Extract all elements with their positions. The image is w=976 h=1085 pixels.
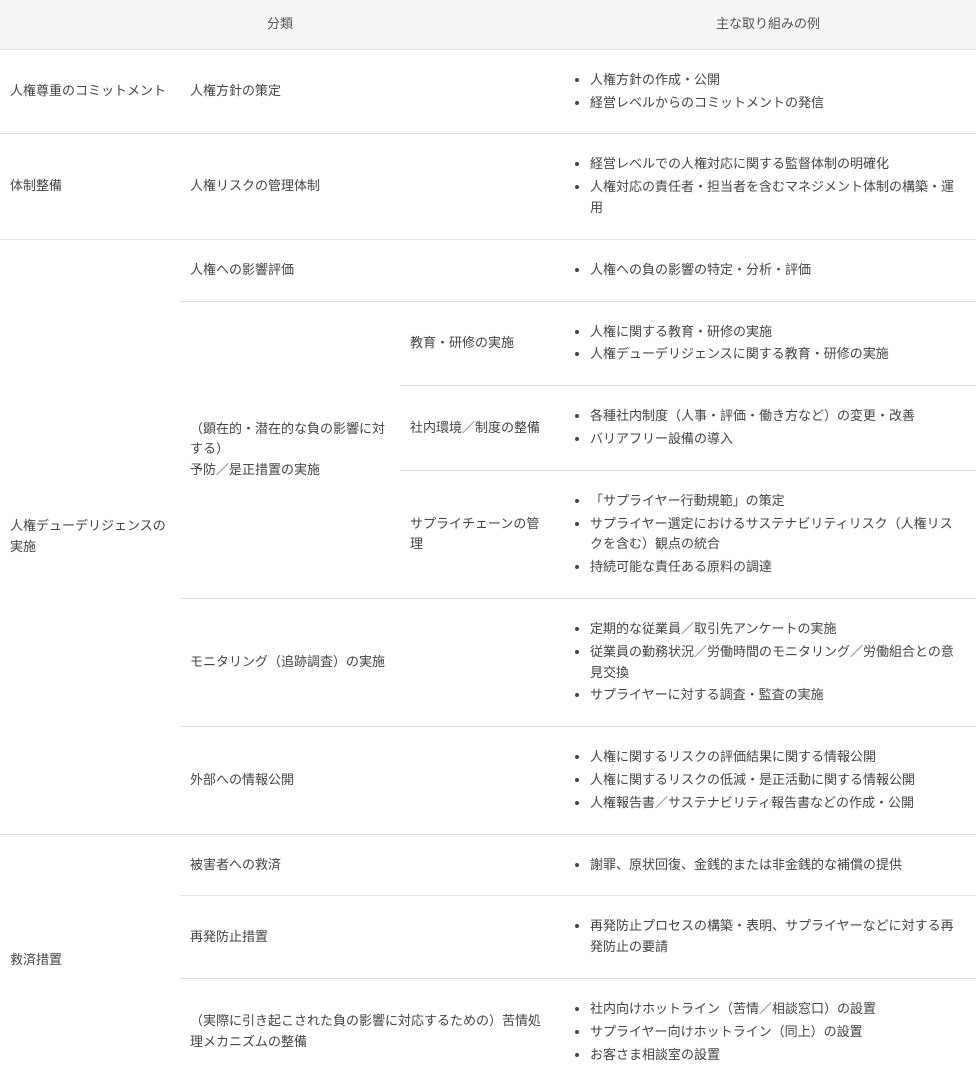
midcategory-cell: サプライチェーンの管理 — [400, 470, 560, 598]
examples-cell: 謝罪、原状回復、金銭的または非金銭的な補償の提供 — [560, 834, 976, 896]
example-item: 各種社内制度（人事・評価・働き方など）の変更・改善 — [590, 406, 962, 427]
human-rights-table-container: 分類 主な取り組みの例 人権尊重のコミットメント 人権方針の策定 人権方針の作成… — [0, 0, 976, 1085]
example-item: 従業員の勤務状況／労働時間のモニタリング／労働組合との意見交換 — [590, 642, 962, 684]
example-item: 「サプライヤー行動規範」の策定 — [590, 491, 962, 512]
subcategory-cell: 外部への情報公開 — [180, 727, 560, 834]
table-body: 人権尊重のコミットメント 人権方針の策定 人権方針の作成・公開 経営レベルからの… — [0, 49, 976, 1085]
subcategory-cell: 再発防止措置 — [180, 896, 560, 979]
category-cell: 人権デューデリジェンスの実施 — [0, 239, 180, 834]
examples-cell: 経営レベルでの人権対応に関する監督体制の明確化 人権対応の責任者・担当者を含むマ… — [560, 134, 976, 239]
subcategory-cell: 被害者への救済 — [180, 834, 560, 896]
example-item: 再発防止プロセスの構築・表明、サプライヤーなどに対する再発防止の要請 — [590, 916, 962, 958]
example-item: 人権方針の作成・公開 — [590, 70, 962, 91]
subcategory-cell: （実際に引き起こされた負の影響に対応するための）苦情処理メカニズムの整備 — [180, 978, 560, 1085]
example-item: 人権に関する教育・研修の実施 — [590, 322, 962, 343]
examples-cell: 各種社内制度（人事・評価・働き方など）の変更・改善 バリアフリー設備の導入 — [560, 386, 976, 471]
header-category: 分類 — [0, 0, 560, 49]
example-item: 社内向けホットライン（苦情／相談窓口）の設置 — [590, 999, 962, 1020]
examples-cell: 人権に関するリスクの評価結果に関する情報公開 人権に関するリスクの低減・是正活動… — [560, 727, 976, 834]
subcategory-cell: 人権への影響評価 — [180, 239, 560, 301]
example-item: バリアフリー設備の導入 — [590, 429, 962, 450]
examples-cell: 人権に関する教育・研修の実施 人権デューデリジェンスに関する教育・研修の実施 — [560, 301, 976, 386]
example-item: お客さま相談室の設置 — [590, 1045, 962, 1066]
examples-cell: 「サプライヤー行動規範」の策定 サプライヤー選定におけるサステナビリティリスク（… — [560, 470, 976, 598]
example-item: サプライヤー選定におけるサステナビリティリスク（人権リスクを含む）観点の統合 — [590, 514, 962, 556]
example-item: サプライヤーに対する調査・監査の実施 — [590, 685, 962, 706]
example-item: 人権報告書／サステナビリティ報告書などの作成・公開 — [590, 793, 962, 814]
subcategory-cell: モニタリング（追跡調査）の実施 — [180, 598, 560, 726]
examples-cell: 社内向けホットライン（苦情／相談窓口）の設置 サプライヤー向けホットライン（同上… — [560, 978, 976, 1085]
table-header: 分類 主な取り組みの例 — [0, 0, 976, 49]
examples-cell: 人権方針の作成・公開 経営レベルからのコミットメントの発信 — [560, 49, 976, 134]
subcategory-cell: 人権方針の策定 — [180, 49, 560, 134]
midcategory-cell: 教育・研修の実施 — [400, 301, 560, 386]
example-item: 謝罪、原状回復、金銭的または非金銭的な補償の提供 — [590, 855, 962, 876]
table-row: 体制整備 人権リスクの管理体制 経営レベルでの人権対応に関する監督体制の明確化 … — [0, 134, 976, 239]
example-item: 人権への負の影響の特定・分析・評価 — [590, 260, 962, 281]
example-item: 経営レベルでの人権対応に関する監督体制の明確化 — [590, 154, 962, 175]
subcategory-cell: 人権リスクの管理体制 — [180, 134, 560, 239]
category-cell: 救済措置 — [0, 834, 180, 1085]
table-row: 救済措置 被害者への救済 謝罪、原状回復、金銭的または非金銭的な補償の提供 — [0, 834, 976, 896]
examples-cell: 定期的な従業員／取引先アンケートの実施 従業員の勤務状況／労働時間のモニタリング… — [560, 598, 976, 726]
human-rights-table: 分類 主な取り組みの例 人権尊重のコミットメント 人権方針の策定 人権方針の作成… — [0, 0, 976, 1085]
examples-cell: 人権への負の影響の特定・分析・評価 — [560, 239, 976, 301]
table-row: 人権尊重のコミットメント 人権方針の策定 人権方針の作成・公開 経営レベルからの… — [0, 49, 976, 134]
example-item: 人権対応の責任者・担当者を含むマネジメント体制の構築・運用 — [590, 177, 962, 219]
table-row: 人権デューデリジェンスの実施 人権への影響評価 人権への負の影響の特定・分析・評… — [0, 239, 976, 301]
midcategory-cell: 社内環境／制度の整備 — [400, 386, 560, 471]
category-cell: 人権尊重のコミットメント — [0, 49, 180, 134]
example-item: 人権に関するリスクの評価結果に関する情報公開 — [590, 747, 962, 768]
category-cell: 体制整備 — [0, 134, 180, 239]
examples-cell: 再発防止プロセスの構築・表明、サプライヤーなどに対する再発防止の要請 — [560, 896, 976, 979]
example-item: 持続可能な責任ある原料の調達 — [590, 557, 962, 578]
header-examples: 主な取り組みの例 — [560, 0, 976, 49]
example-item: 経営レベルからのコミットメントの発信 — [590, 93, 962, 114]
example-item: 人権に関するリスクの低減・是正活動に関する情報公開 — [590, 770, 962, 791]
example-item: サプライヤー向けホットライン（同上）の設置 — [590, 1022, 962, 1043]
subcategory-cell: （顕在的・潜在的な負の影響に対する） 予防／是正措置の実施 — [180, 301, 400, 598]
example-item: 定期的な従業員／取引先アンケートの実施 — [590, 619, 962, 640]
example-item: 人権デューデリジェンスに関する教育・研修の実施 — [590, 344, 962, 365]
